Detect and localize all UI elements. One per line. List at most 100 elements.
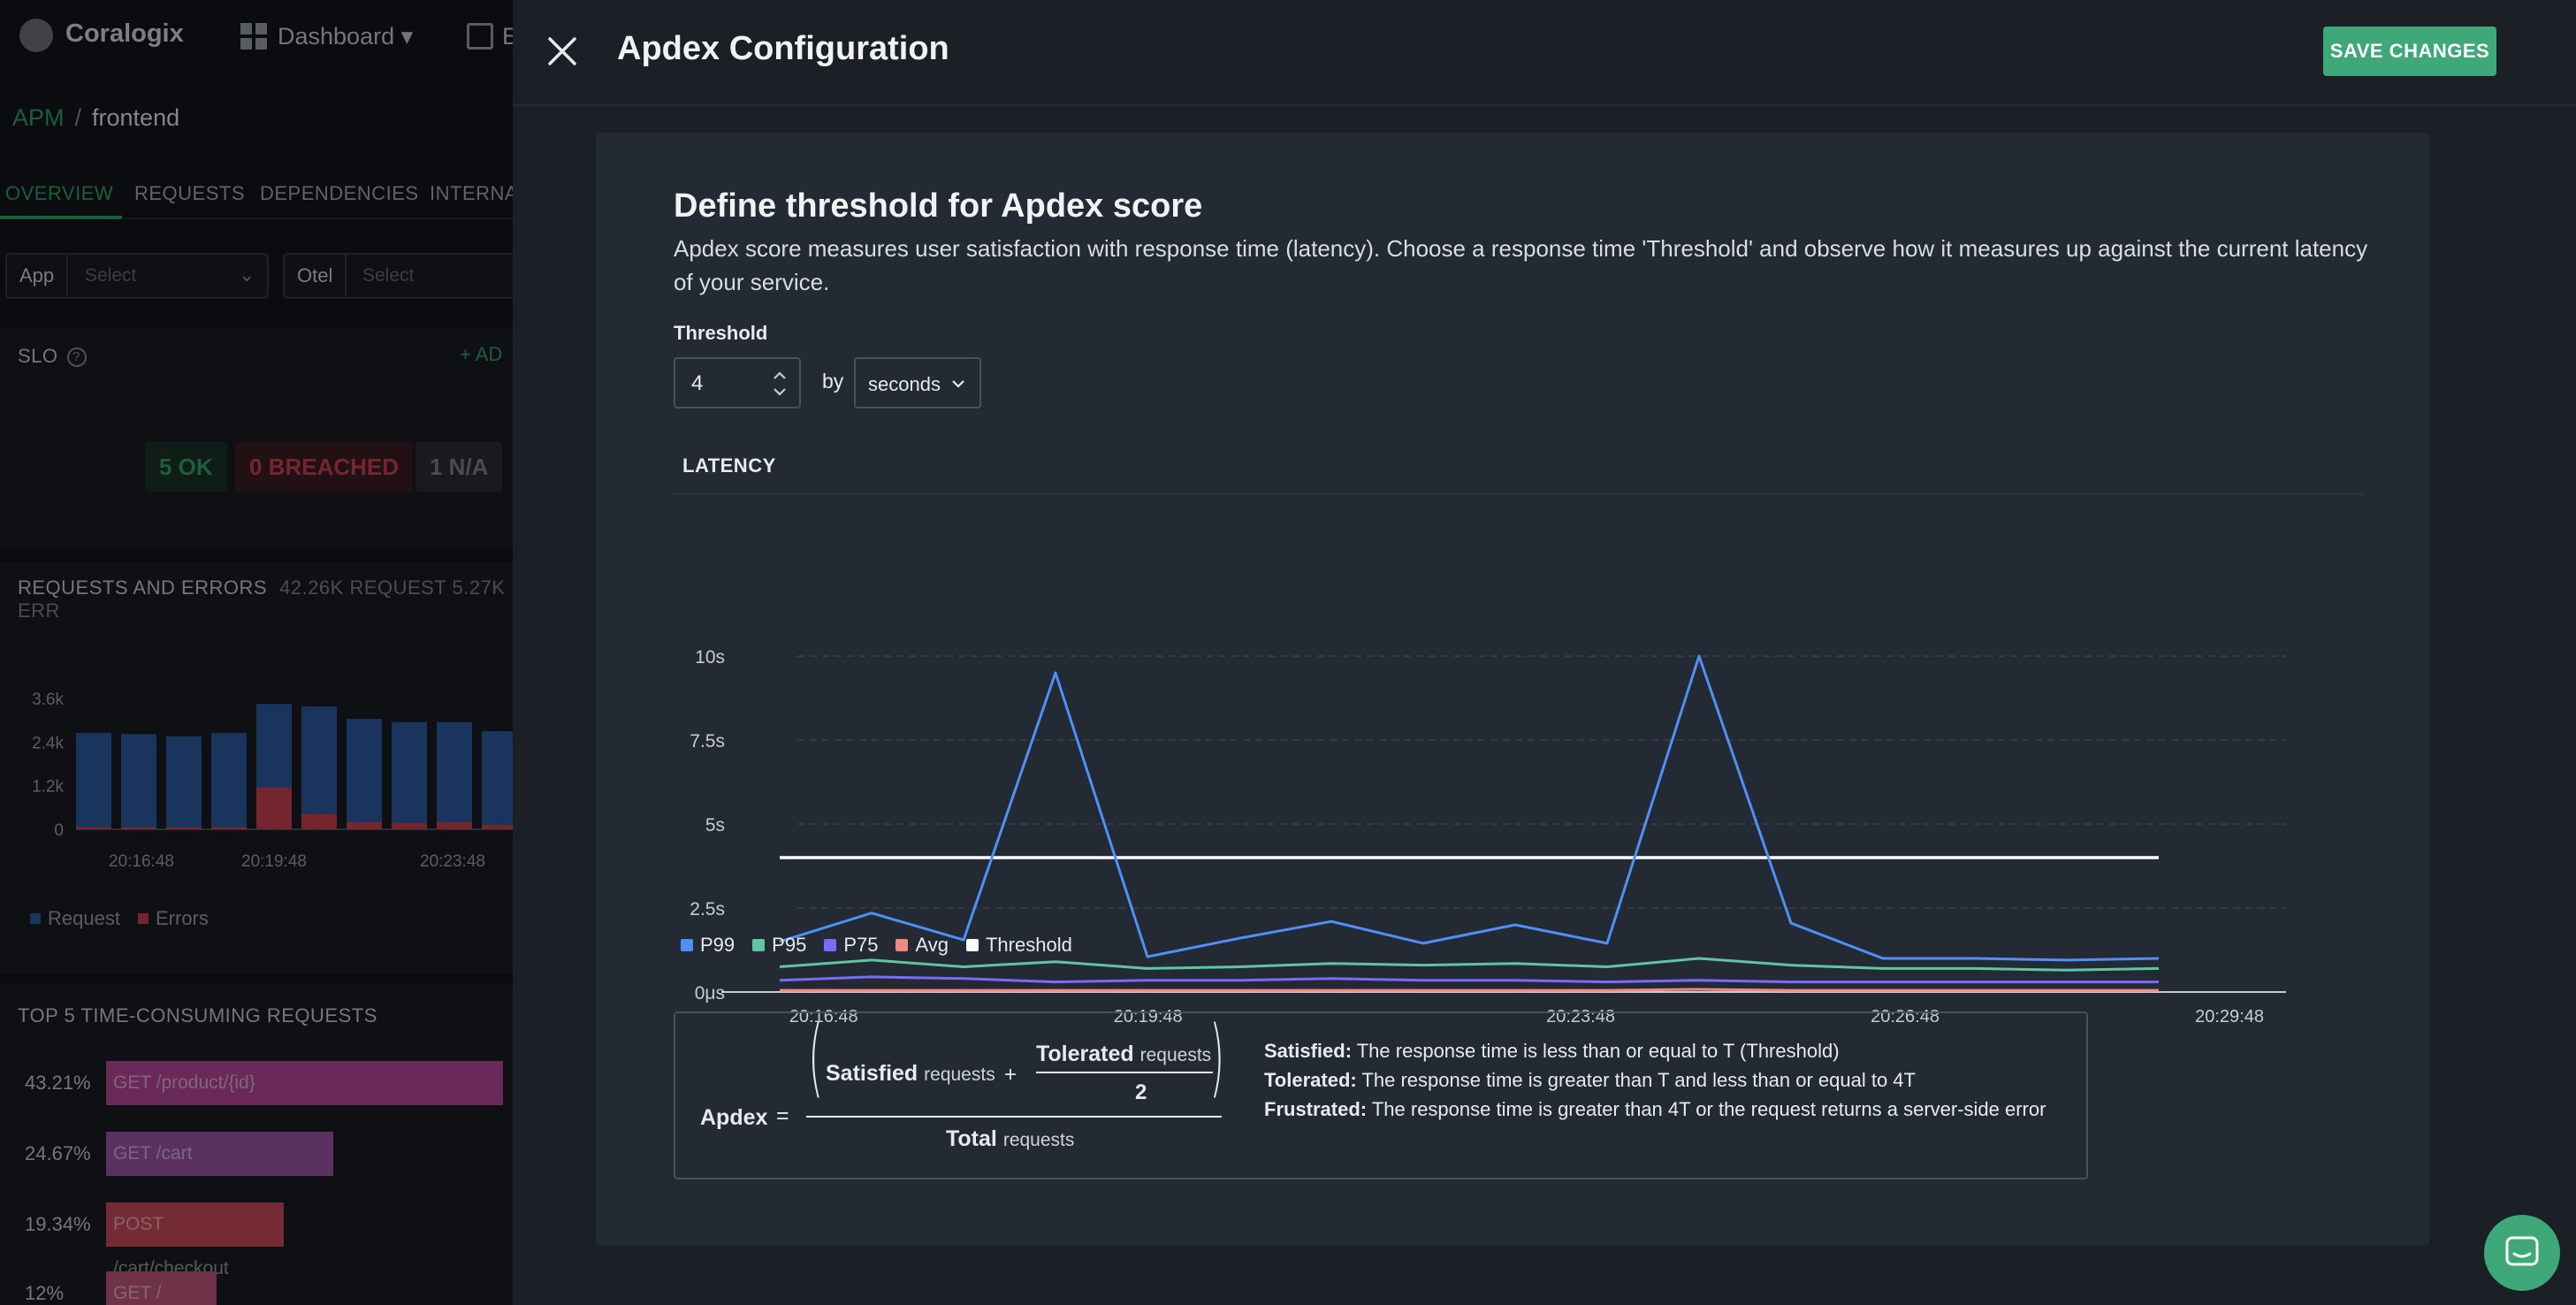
- legend-item-p95[interactable]: P95: [752, 934, 806, 957]
- breadcrumb-apm-link[interactable]: APM: [12, 104, 65, 131]
- slo-ok-badge: 5 OK: [145, 442, 227, 492]
- chat-support-button[interactable]: [2484, 1215, 2560, 1291]
- request-bar[interactable]: [211, 733, 247, 829]
- formula-right-paren: ): [1209, 1008, 1225, 1107]
- tab-overview[interactable]: OVERVIEW: [5, 182, 114, 204]
- legend-label: Avg: [915, 934, 949, 956]
- x-tick-label: 20:29:48: [2195, 1007, 2264, 1026]
- chevron-down-icon: [952, 380, 964, 388]
- legend-item-threshold[interactable]: Threshold: [965, 934, 1072, 957]
- app-filter[interactable]: App Select ⌄: [5, 253, 269, 299]
- requests-errors-chart: 3.6k 2.4k 1.2k 0 20:16:48 20:19:48 20:23:48: [32, 691, 513, 871]
- definition-satisfied: Satisfied: The response time is less tha…: [1264, 1040, 1840, 1062]
- formula-tolerated: Tolerated requests: [1036, 1042, 1212, 1066]
- legend-item-p99[interactable]: P99: [681, 934, 735, 957]
- request-bar[interactable]: [482, 731, 513, 829]
- by-label: by: [822, 370, 844, 393]
- error-bar[interactable]: [437, 821, 472, 829]
- formula-main-fraction-bar: [806, 1116, 1222, 1118]
- formula-inner-fraction-bar: [1036, 1072, 1213, 1073]
- legend-label: Threshold: [985, 934, 1072, 956]
- request-bar[interactable]: [166, 736, 202, 829]
- error-bar[interactable]: [347, 821, 382, 829]
- legend-swatch: [824, 939, 837, 951]
- formula-left-paren: (: [808, 1008, 824, 1107]
- dashboard-menu[interactable]: Dashboard ▾: [278, 23, 414, 50]
- error-bar[interactable]: [121, 827, 156, 829]
- slo-panel: SLO?: [0, 327, 513, 546]
- app-name: Coralogix: [65, 19, 184, 48]
- series-line-avg[interactable]: [780, 988, 2159, 992]
- background-app: Coralogix Dashboard ▾ E APM / frontend OVE…: [0, 0, 513, 1305]
- close-button[interactable]: [545, 34, 580, 69]
- breadcrumb: APM / frontend: [12, 104, 179, 132]
- drawer-header: Apdex Configuration SAVE CHANGES: [513, 0, 2576, 106]
- otel-filter-placeholder: Select: [362, 265, 415, 286]
- top-nav-bar: Coralogix Dashboard ▾ E: [0, 0, 513, 72]
- error-bar[interactable]: [301, 813, 337, 829]
- close-icon: [548, 37, 576, 65]
- legend-item-avg[interactable]: Avg: [896, 934, 949, 957]
- save-changes-button[interactable]: SAVE CHANGES: [2323, 27, 2496, 76]
- top5-row[interactable]: 19.34% POST /cart/checkout: [0, 1202, 513, 1278]
- unit-select[interactable]: seconds: [854, 357, 981, 408]
- error-bar[interactable]: [166, 827, 202, 829]
- stepper-icon[interactable]: [771, 366, 789, 401]
- threshold-input[interactable]: 4: [674, 357, 801, 408]
- y-tick-label: 5s: [705, 815, 725, 836]
- explore-icon: [467, 23, 493, 50]
- error-bar[interactable]: [211, 827, 247, 829]
- request-bar[interactable]: [301, 706, 337, 829]
- request-bar[interactable]: [347, 719, 382, 829]
- formula-equals: =: [776, 1103, 789, 1128]
- error-bar[interactable]: [482, 825, 513, 829]
- y-tick-label: 0μs: [695, 983, 725, 1004]
- x-tick-label: 20:23:48: [420, 852, 485, 871]
- latency-divider: [674, 493, 2364, 495]
- help-icon[interactable]: ?: [66, 347, 87, 367]
- y-tick-label: 2.5s: [690, 899, 725, 920]
- drawer-title: Apdex Configuration: [617, 30, 949, 67]
- explore-menu[interactable]: E: [502, 23, 513, 50]
- tab-requests[interactable]: REQUESTS: [134, 182, 246, 204]
- add-slo-button[interactable]: + AD: [460, 343, 503, 365]
- request-bar[interactable]: [392, 721, 427, 829]
- series-line-p75[interactable]: [779, 975, 2159, 984]
- error-bar[interactable]: [256, 787, 292, 829]
- top5-percentage: 19.34%: [25, 1213, 91, 1235]
- tab-internal[interactable]: INTERNA: [430, 182, 513, 204]
- x-tick-label: 20:16:48: [109, 852, 174, 871]
- tab-dependencies[interactable]: DEPENDENCIES: [260, 182, 419, 204]
- series-line-p99[interactable]: [779, 654, 2160, 962]
- legend-request: Request: [30, 907, 120, 930]
- top5-bar: GET /product/{id}: [106, 1061, 504, 1105]
- error-bar[interactable]: [76, 827, 111, 829]
- top5-row[interactable]: 24.67% GET /cart: [0, 1132, 513, 1176]
- threshold-label: Threshold: [674, 322, 768, 344]
- slo-title: SLO?: [18, 345, 87, 368]
- legend-swatch: [965, 939, 979, 951]
- request-bar[interactable]: [76, 733, 111, 829]
- top5-row[interactable]: 12% GET /: [0, 1271, 513, 1305]
- request-bar[interactable]: [437, 721, 472, 829]
- active-tab-underline: [0, 216, 122, 219]
- legend-label: P75: [843, 934, 879, 956]
- error-bar[interactable]: [392, 822, 427, 829]
- formula-definitions: Satisfied: The response time is less tha…: [1264, 1036, 2046, 1124]
- top5-row[interactable]: 43.21% GET /product/{id}: [0, 1061, 513, 1105]
- legend-swatch: [138, 913, 149, 924]
- legend-label: P95: [772, 934, 807, 956]
- request-bar[interactable]: [121, 734, 156, 829]
- top5-percentage: 43.21%: [25, 1072, 91, 1094]
- breadcrumb-current: frontend: [92, 104, 180, 131]
- formula-satisfied: Satisfied requests: [826, 1061, 995, 1086]
- otel-filter[interactable]: Otel Select: [283, 253, 513, 299]
- x-tick-label: 20:19:48: [241, 852, 307, 871]
- legend-item-p75[interactable]: P75: [824, 934, 878, 957]
- y-tick-label: 2.4k: [32, 734, 64, 752]
- formula-total: Total requests: [946, 1126, 1075, 1151]
- series-line-p95[interactable]: [779, 957, 2160, 972]
- apdex-card: Define threshold for Apdex score Apdex s…: [596, 133, 2429, 1245]
- definition-tolerated: Tolerated: The response time is greater …: [1264, 1069, 1916, 1091]
